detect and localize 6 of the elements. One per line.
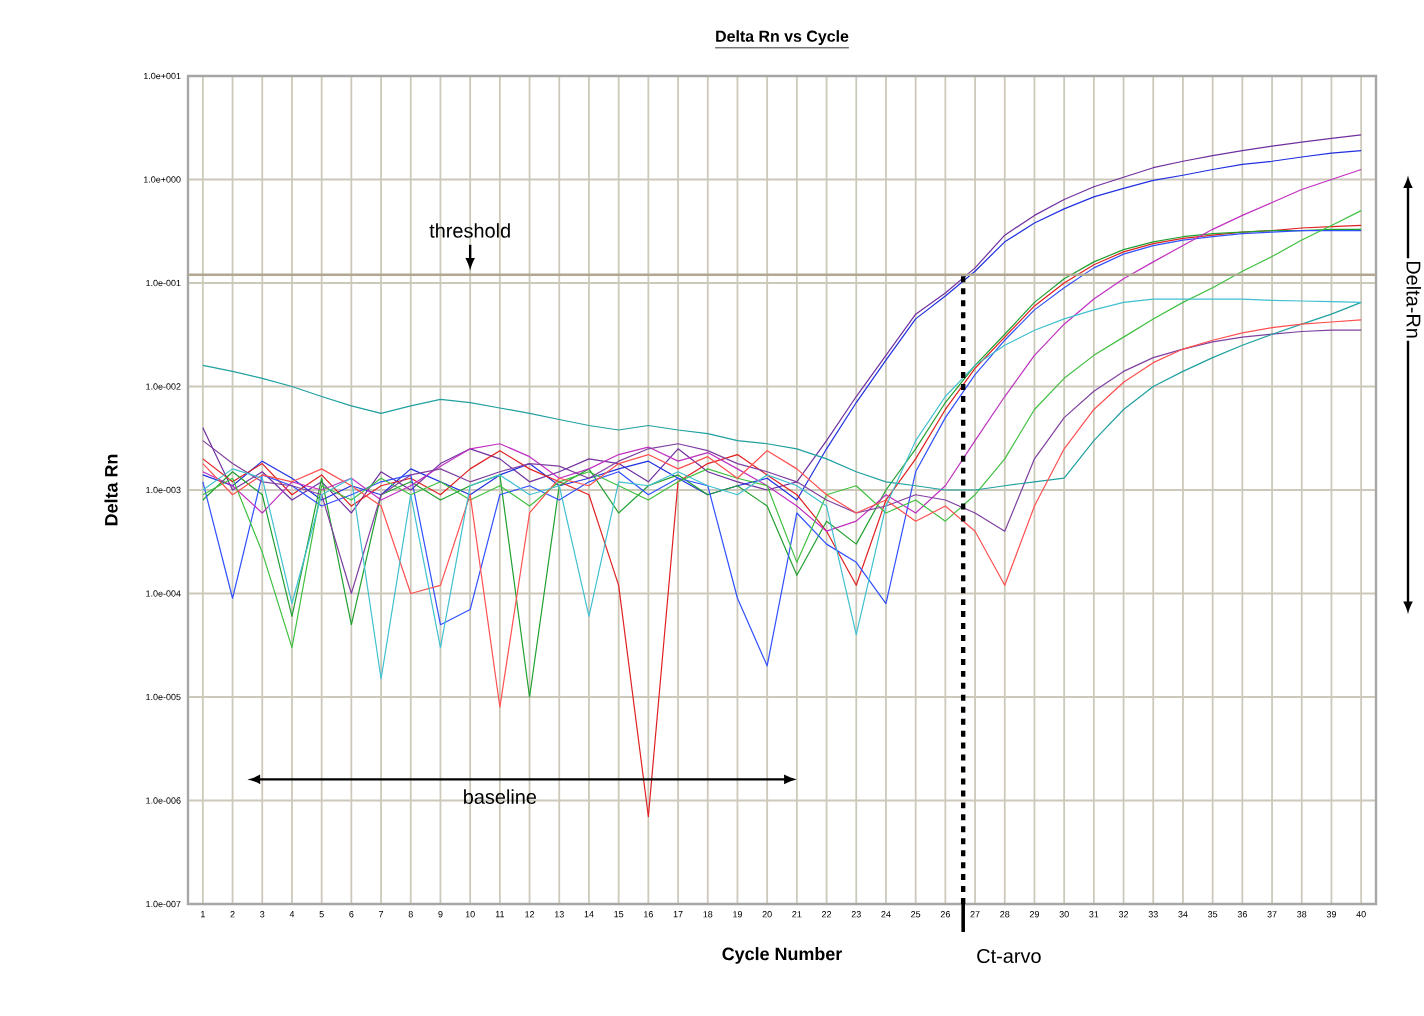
x-axis-title: Cycle Number [722, 947, 843, 964]
annotation: baseline [464, 789, 537, 804]
y-axis-title: Delta Rn [104, 454, 118, 526]
ref-line-label: threshold [429, 223, 510, 238]
ref-line-label: Ct-arvo [977, 948, 1041, 964]
text: Delta-Rn [1406, 261, 1422, 338]
